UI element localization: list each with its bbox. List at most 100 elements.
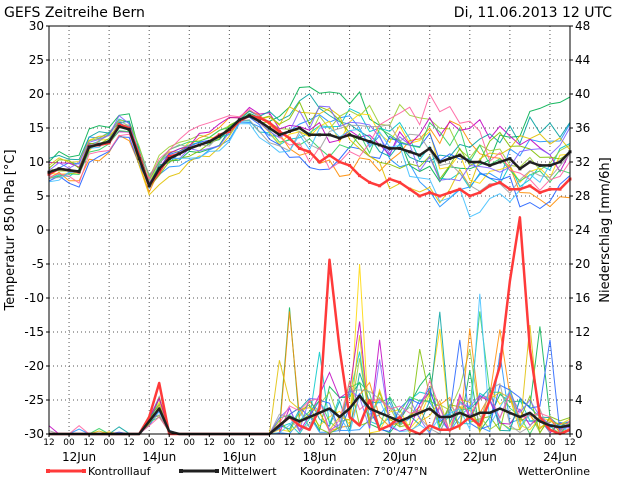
left-tick-label: -25 xyxy=(24,393,44,407)
control-temperature-point xyxy=(227,129,231,133)
right-tick-label: 40 xyxy=(575,87,590,101)
left-tick-label: -15 xyxy=(24,325,44,339)
x-tick-label: 00 xyxy=(384,438,396,448)
x-tick-label: 12 xyxy=(43,438,54,448)
left-tick-label: -20 xyxy=(24,359,44,373)
control-temperature-point xyxy=(408,187,412,191)
legend-marker-mean-start xyxy=(179,469,183,473)
control-temperature-point xyxy=(297,146,301,150)
mean-temperature-point xyxy=(368,140,372,144)
control-temperature-point xyxy=(458,187,462,191)
right-tick-label: 0 xyxy=(575,427,583,441)
legend-label-mean: Mittelwert xyxy=(221,465,277,478)
x-tick-label: 00 xyxy=(143,438,155,448)
right-tick-label: 48 xyxy=(575,19,590,33)
left-tick-label: 20 xyxy=(29,87,44,101)
source-credit: WetterOnline xyxy=(518,465,591,478)
mean-temperature-point xyxy=(398,146,402,150)
legend-label-control: Kontrolllauf xyxy=(88,465,152,478)
legend-item-control: Kontrolllauf xyxy=(46,465,152,478)
mean-temperature-point xyxy=(478,160,482,164)
x-tick-label: 12 xyxy=(404,438,415,448)
mean-temperature-point xyxy=(408,150,412,154)
coordinates-label: Koordinaten: 7°0'/47°N xyxy=(300,465,427,478)
mean-temperature-point xyxy=(328,133,332,137)
mean-temperature-point xyxy=(197,143,201,147)
mean-temperature-point xyxy=(237,118,241,122)
ensemble-member-temperature-line xyxy=(48,106,571,204)
mean-temperature-point xyxy=(528,160,532,164)
mean-temperature-point xyxy=(308,133,311,137)
x-tick-label: 00 xyxy=(424,438,436,448)
control-temperature-point xyxy=(398,180,402,184)
x-day-label: 14Jun xyxy=(142,450,176,464)
mean-temperature-point xyxy=(207,140,211,144)
right-tick-label: 28 xyxy=(575,189,590,203)
control-temperature-point xyxy=(508,187,512,191)
x-day-label: 24Jun xyxy=(543,450,577,464)
mean-temperature-point xyxy=(277,133,281,137)
left-tick-label: 15 xyxy=(29,121,44,135)
left-tick-label: 10 xyxy=(29,155,44,169)
right-axis-label: Niederschlag [mm/6h] xyxy=(598,157,613,302)
mean-temperature-point xyxy=(257,119,261,123)
x-tick-label: 12 xyxy=(244,438,255,448)
mean-temperature-point xyxy=(318,133,322,137)
mean-temperature-point xyxy=(358,136,362,140)
mean-temperature-point xyxy=(217,134,221,138)
left-tick-label: -10 xyxy=(24,291,44,305)
mean-temperature-point xyxy=(157,167,161,171)
x-tick-label: 12 xyxy=(324,438,335,448)
x-axis-day-labels: 12Jun 14Jun 16Jun 18Jun 20Jun 22Jun 24Jun xyxy=(62,450,577,464)
mean-temperature-point xyxy=(77,170,81,174)
right-tick-label: 16 xyxy=(575,291,590,305)
right-tick-label: 24 xyxy=(575,223,590,237)
mean-temperature-point xyxy=(348,133,352,137)
control-temperature-point xyxy=(448,191,452,195)
right-tick-label: 12 xyxy=(575,325,590,339)
x-tick-label: 12 xyxy=(284,438,295,448)
mean-temperature-point xyxy=(418,153,422,157)
mean-temperature-point xyxy=(137,157,141,161)
x-tick-label: 00 xyxy=(224,438,236,448)
mean-temperature-point xyxy=(558,160,562,164)
right-tick-label: 32 xyxy=(575,155,590,169)
right-tick-label: 36 xyxy=(575,121,590,135)
mean-temperature-point xyxy=(247,114,251,118)
x-tick-label: 12 xyxy=(204,438,215,448)
x-day-label: 20Jun xyxy=(383,450,417,464)
left-tick-label: 30 xyxy=(29,19,44,33)
mean-temperature-point xyxy=(67,168,71,172)
chart-date-label: Di, 11.06.2013 12 UTC xyxy=(454,5,612,21)
control-temperature-point xyxy=(428,191,432,195)
legend-marker-control-end xyxy=(82,469,86,473)
mean-temperature-point xyxy=(508,157,512,161)
mean-temperature-point xyxy=(297,126,301,130)
control-temperature-point xyxy=(538,191,542,195)
control-temperature-point xyxy=(488,184,492,188)
mean-temperature-point xyxy=(538,163,542,167)
x-tick-label: 00 xyxy=(184,438,196,448)
mean-temperature-point xyxy=(227,127,231,131)
control-temperature-point xyxy=(388,177,392,181)
control-temperature-point xyxy=(418,194,422,198)
x-tick-label: 12 xyxy=(164,438,175,448)
control-temperature-point xyxy=(378,184,382,188)
x-tick-label: 12 xyxy=(83,438,94,448)
mean-temperature-point xyxy=(147,184,151,188)
right-tick-label: 4 xyxy=(575,393,583,407)
control-temperature-point xyxy=(478,191,482,195)
ensemble-member-temperature-line xyxy=(48,116,571,210)
mean-temperature-point xyxy=(458,153,462,157)
mean-temperature-point xyxy=(428,146,432,150)
control-temperature-point xyxy=(348,163,352,167)
control-temperature-point xyxy=(468,194,472,198)
left-tick-label: -5 xyxy=(32,257,44,271)
left-tick-label: 0 xyxy=(36,223,44,237)
mean-temperature-point xyxy=(57,167,61,171)
mean-temperature-point xyxy=(518,167,522,171)
x-tick-label: 00 xyxy=(264,438,276,448)
x-day-label: 12Jun xyxy=(62,450,96,464)
